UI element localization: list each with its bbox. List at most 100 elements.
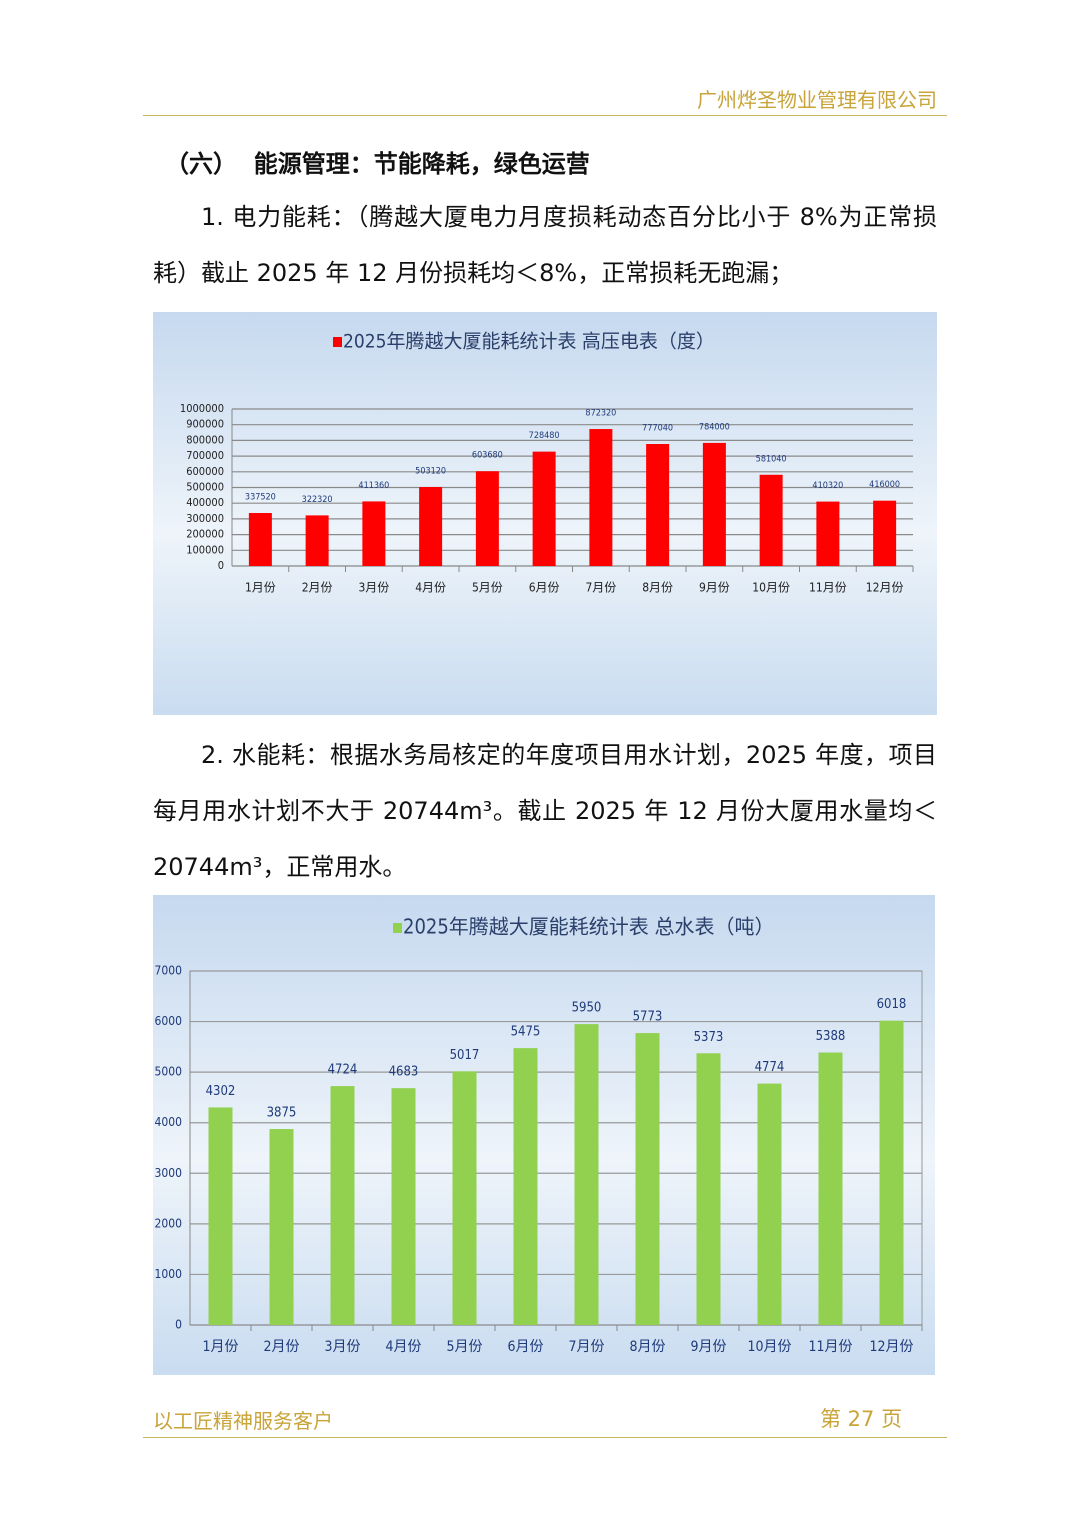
bar xyxy=(391,1088,416,1325)
data-label: 728480 xyxy=(529,431,560,441)
bar xyxy=(208,1107,233,1325)
bar xyxy=(362,501,386,566)
x-tick-label: 9月份 xyxy=(690,1339,726,1355)
y-tick-label: 1000000 xyxy=(180,402,224,415)
y-tick-label: 2000 xyxy=(155,1216,183,1230)
x-tick-label: 2月份 xyxy=(263,1339,299,1355)
bar xyxy=(305,515,329,566)
x-tick-label: 7月份 xyxy=(568,1339,604,1355)
y-tick-label: 200000 xyxy=(186,528,224,541)
x-tick-label: 11月份 xyxy=(809,581,847,595)
x-tick-label: 1月份 xyxy=(202,1339,238,1355)
data-label: 4683 xyxy=(389,1065,419,1080)
bar xyxy=(330,1086,355,1325)
footer-page: 第 27 页 xyxy=(820,1407,903,1431)
y-tick-label: 4000 xyxy=(155,1115,183,1129)
data-label: 322320 xyxy=(302,495,333,505)
bar xyxy=(702,442,726,566)
data-label: 784000 xyxy=(699,422,730,432)
x-tick-label: 9月份 xyxy=(699,581,730,595)
bar xyxy=(635,1033,660,1325)
bar xyxy=(589,429,613,566)
data-label: 411360 xyxy=(358,481,389,491)
data-label: 5017 xyxy=(450,1048,480,1063)
section-heading: （六） 能源管理：节能降耗，绿色运营 xyxy=(165,150,590,178)
bar xyxy=(419,487,443,566)
x-tick-label: 3月份 xyxy=(324,1339,360,1355)
y-tick-label: 7000 xyxy=(155,964,183,978)
y-tick-label: 700000 xyxy=(186,449,224,462)
x-tick-label: 12月份 xyxy=(866,581,904,595)
x-tick-label: 10月份 xyxy=(747,1339,791,1355)
bar xyxy=(532,451,556,566)
x-tick-label: 1月份 xyxy=(245,581,276,595)
bar xyxy=(452,1071,477,1325)
bar xyxy=(475,471,499,566)
x-tick-label: 5月份 xyxy=(446,1339,482,1355)
data-label: 337520 xyxy=(245,493,276,503)
data-label: 5388 xyxy=(816,1029,846,1044)
bar xyxy=(574,1024,599,1325)
y-tick-label: 800000 xyxy=(186,433,224,446)
x-tick-label: 12月份 xyxy=(869,1339,913,1355)
y-tick-label: 100000 xyxy=(186,543,224,556)
x-tick-label: 8月份 xyxy=(642,581,673,595)
x-tick-label: 11月份 xyxy=(808,1339,852,1355)
y-tick-label: 1000 xyxy=(155,1267,183,1281)
y-tick-label: 300000 xyxy=(186,512,224,525)
legend-swatch xyxy=(333,337,342,347)
x-tick-label: 6月份 xyxy=(529,581,560,595)
footer-motto: 以工匠精神服务客户 xyxy=(153,1409,333,1433)
bar xyxy=(879,1020,904,1325)
data-label: 503120 xyxy=(415,467,446,477)
data-label: 416000 xyxy=(869,480,900,490)
y-tick-label: 400000 xyxy=(186,496,224,509)
data-label: 5475 xyxy=(511,1025,541,1040)
data-label: 5950 xyxy=(572,1001,602,1016)
legend-label: 2025年腾越大厦能耗统计表 高压电表（度） xyxy=(343,331,715,353)
y-tick-label: 0 xyxy=(218,559,224,572)
data-label: 5373 xyxy=(694,1030,724,1045)
paragraph: 1. 电力能耗：（腾越大厦电力月度损耗动态百分比小于 8%为正常损耗）截止 20… xyxy=(153,203,937,287)
header-rule xyxy=(143,115,947,116)
y-tick-label: 6000 xyxy=(155,1014,183,1028)
y-tick-label: 0 xyxy=(175,1318,182,1332)
bar xyxy=(757,1083,782,1325)
legend-swatch xyxy=(393,923,402,933)
data-label: 6018 xyxy=(877,997,907,1012)
chart: 0 1000 2000 3000 4000 5000 6000 7000 1月份 2月份 3月份 4月… xyxy=(153,895,935,1375)
legend-label: 2025年腾越大厦能耗统计表 总水表（吨） xyxy=(403,915,775,939)
y-tick-label: 5000 xyxy=(155,1065,183,1079)
data-label: 4724 xyxy=(328,1063,358,1078)
y-tick-label: 900000 xyxy=(186,418,224,431)
x-tick-label: 4月份 xyxy=(415,581,446,595)
data-label: 3875 xyxy=(267,1106,297,1121)
data-label: 777040 xyxy=(642,424,673,434)
data-label: 4774 xyxy=(755,1060,785,1075)
x-tick-label: 4月份 xyxy=(385,1339,421,1355)
data-label: 5773 xyxy=(633,1010,663,1025)
y-tick-label: 3000 xyxy=(155,1166,183,1180)
x-tick-label: 5月份 xyxy=(472,581,503,595)
chart: 0 100000 200000 300000 400000 500000 600000 700… xyxy=(153,312,937,715)
footer-rule xyxy=(143,1437,947,1438)
data-label: 581040 xyxy=(756,454,787,464)
bar xyxy=(248,513,272,566)
bar xyxy=(759,474,783,566)
x-tick-label: 6月份 xyxy=(507,1339,543,1355)
bar xyxy=(269,1129,294,1325)
data-label: 4302 xyxy=(206,1084,236,1099)
bar xyxy=(646,444,670,566)
bar xyxy=(818,1052,843,1325)
bar xyxy=(513,1048,538,1325)
header-company: 广州烨圣物业管理有限公司 xyxy=(697,88,937,112)
x-tick-label: 2月份 xyxy=(302,581,333,595)
x-tick-label: 10月份 xyxy=(752,581,790,595)
bar xyxy=(873,500,897,566)
paragraph: 2. 水能耗：根据水务局核定的年度项目用水计划，2025 年度，项目每月用水计划… xyxy=(153,741,937,881)
x-tick-label: 7月份 xyxy=(585,581,616,595)
x-tick-label: 3月份 xyxy=(358,581,389,595)
bar xyxy=(816,501,840,566)
data-label: 410320 xyxy=(812,481,843,491)
